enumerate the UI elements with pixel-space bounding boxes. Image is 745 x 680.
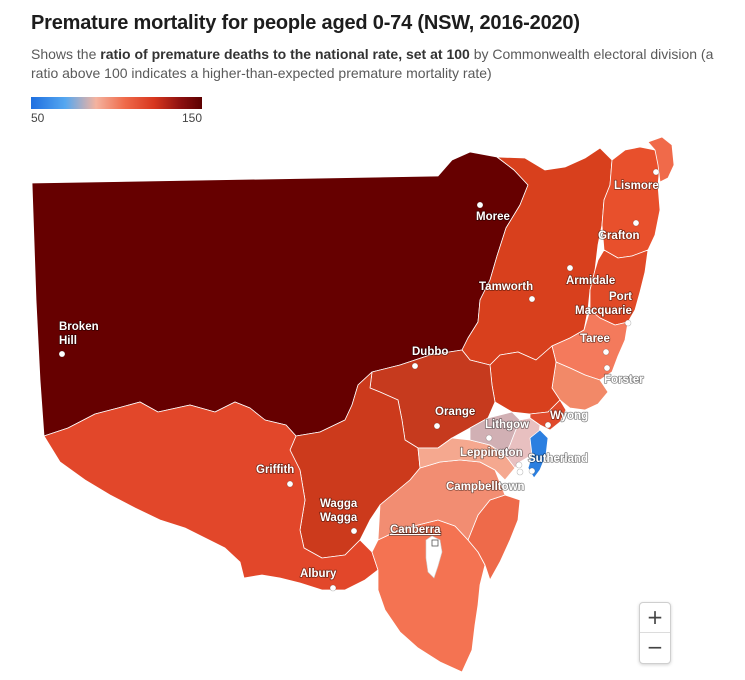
legend-max-label: 150 <box>181 111 202 125</box>
town-dot-lismore[interactable] <box>652 168 660 176</box>
town-label-broken-hill-2: Hill <box>59 335 77 347</box>
town-label-dubbo: Dubbo <box>412 346 448 358</box>
town-dot-campbelltown[interactable] <box>516 468 524 476</box>
division-sydney-coastal[interactable] <box>527 429 549 479</box>
town-label-albury: Albury <box>300 568 337 580</box>
division-richmond[interactable] <box>647 136 675 183</box>
color-legend: 50 150 <box>31 97 202 125</box>
town-dot-albury[interactable] <box>329 584 337 592</box>
legend-min-label: 50 <box>31 111 45 125</box>
town-label-tamworth: Tamworth <box>479 281 533 293</box>
choropleth-map[interactable]: Moree Lismore Grafton Tamworth Armidale … <box>0 130 745 680</box>
chart-subtitle: Shows the ratio of premature deaths to t… <box>31 45 721 83</box>
town-label-port-macquarie-2: Macquarie <box>575 305 632 317</box>
map-svg[interactable]: Moree Lismore Grafton Tamworth Armidale … <box>0 130 745 680</box>
town-label-forster: Forster <box>604 374 644 386</box>
zoom-out-button[interactable]: − <box>646 635 664 659</box>
capital-marker-canberra[interactable] <box>431 539 439 547</box>
zoom-in-button[interactable]: + <box>640 603 670 633</box>
town-label-armidale: Armidale <box>566 275 615 287</box>
town-label-canberra[interactable]: Canberra <box>389 523 442 537</box>
town-dot-armidale[interactable] <box>566 264 574 272</box>
town-dot-tamworth[interactable] <box>528 295 536 303</box>
town-dot-taree[interactable] <box>602 348 610 356</box>
town-dot-broken-hill[interactable] <box>58 350 66 358</box>
division-hunter[interactable] <box>489 345 561 415</box>
division-macarthur[interactable] <box>417 437 516 481</box>
subtitle-text-1: Shows the <box>31 46 101 62</box>
town-dot-sutherland[interactable] <box>528 467 536 475</box>
town-label-taree: Taree <box>580 333 610 345</box>
town-label-port-macquarie-1: Port <box>609 291 632 303</box>
act-territory <box>425 535 443 579</box>
zoom-control: + − <box>639 602 671 664</box>
town-dot-orange[interactable] <box>433 422 441 430</box>
town-dot-leppington[interactable] <box>515 461 523 469</box>
town-label-lismore: Lismore <box>614 180 659 192</box>
chart-title: Premature mortality for people aged 0-74… <box>31 12 580 34</box>
town-dot-wyong[interactable] <box>544 421 552 429</box>
town-dot-moree[interactable] <box>476 201 484 209</box>
subtitle-bold-text: ratio of premature deaths to the nationa… <box>100 46 470 62</box>
town-label-sutherland: Sutherland <box>528 453 588 465</box>
town-label-broken-hill-1: Broken <box>59 321 99 333</box>
town-dot-forster[interactable] <box>603 364 611 372</box>
town-label-lithgow: Lithgow <box>485 419 529 431</box>
town-label-leppington: Leppington <box>460 447 523 459</box>
town-label-wyong: Wyong <box>550 410 588 422</box>
town-dot-wagga-wagga[interactable] <box>350 527 358 535</box>
town-dot-dubbo[interactable] <box>411 362 419 370</box>
town-label-grafton: Grafton <box>598 230 640 242</box>
town-dot-griffith[interactable] <box>286 480 294 488</box>
town-label-moree: Moree <box>476 211 510 223</box>
town-label-wagga-1: Wagga <box>320 498 358 510</box>
town-label-orange: Orange <box>435 406 475 418</box>
town-dot-port-macquarie[interactable] <box>624 319 632 327</box>
legend-gradient-bar <box>31 97 202 109</box>
division-farrer[interactable] <box>43 401 379 591</box>
town-label-wagga-2: Wagga <box>320 512 358 524</box>
town-dot-grafton[interactable] <box>632 219 640 227</box>
division-page[interactable] <box>601 146 661 259</box>
subtitle-text-2: by Commonwealth electoral division (a ra… <box>31 46 714 81</box>
division-dobell[interactable] <box>529 399 567 431</box>
town-label-campbelltown: Campbelltown <box>446 481 525 493</box>
town-label-griffith: Griffith <box>256 464 294 476</box>
town-dot-lithgow[interactable] <box>485 434 493 442</box>
